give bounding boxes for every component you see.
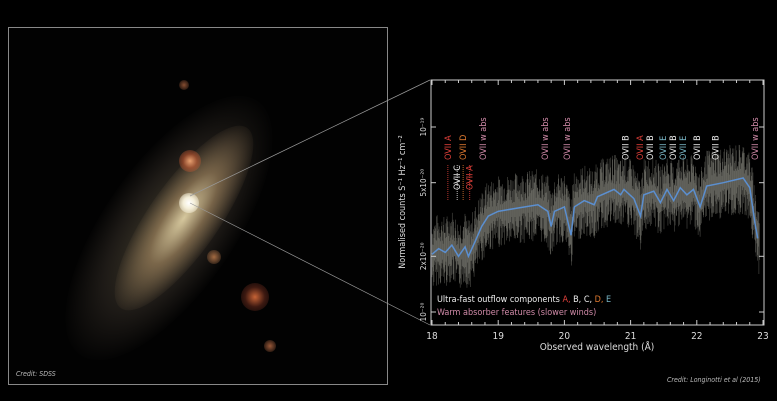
y-axis-label: Normalised counts S⁻¹ Hz⁻¹ cm⁻²: [398, 135, 408, 269]
line-annotation: OVII B: [693, 135, 703, 160]
x-axis-label: Observed wavelength (Å): [540, 340, 655, 353]
background-object: [264, 340, 276, 352]
y-tick-label: 10⁻¹⁹: [419, 118, 428, 137]
photo-credit: Credit: SDSS: [16, 370, 56, 378]
background-object: [241, 283, 269, 311]
y-tick-label: 10⁻²⁰: [419, 303, 428, 322]
y-tick-label: 2x10⁻²⁰: [419, 242, 428, 270]
line-annotation: OVII B: [669, 135, 679, 160]
legend-line1: Ultra-fast outflow components A, B, C, D…: [437, 295, 611, 305]
plot-frame: [430, 79, 765, 326]
x-tick-label: 20: [559, 331, 571, 342]
y-tick-label: 5x10⁻²⁰: [419, 169, 428, 197]
galaxy-photo: [8, 27, 388, 385]
legend-component: D,: [592, 295, 603, 305]
line-annotation: OVII w abs: [541, 117, 551, 160]
x-tick-label: 18: [426, 331, 438, 342]
background-object: [207, 250, 221, 264]
line-annotation: OVII A: [466, 165, 476, 190]
line-annotation: OVII w abs: [751, 117, 761, 160]
star-hii-region: [179, 150, 201, 172]
line-annotation: OVII E: [659, 136, 669, 160]
line-annotation: OVII B: [711, 135, 721, 160]
line-annotation: OVII w abs: [563, 117, 573, 160]
line-annotation: OVII B: [646, 135, 656, 160]
legend-line2: Warm absorber features (slower winds): [437, 308, 596, 318]
legend-component: A,: [562, 295, 570, 305]
x-tick-label: 19: [492, 331, 504, 342]
x-tick-label: 21: [625, 331, 636, 342]
line-annotation: OVII C: [453, 165, 463, 190]
line-annotation: OVII A: [444, 135, 454, 160]
line-annotation: OVII E: [679, 136, 689, 160]
galaxy-nucleus: [179, 193, 199, 213]
zoom-connector-line: [189, 79, 431, 197]
x-tick-label: 22: [691, 331, 702, 342]
x-tick-label: 23: [757, 331, 768, 342]
legend-component: E: [603, 295, 611, 305]
line-annotation: OVII A: [636, 135, 646, 160]
background-object: [179, 80, 189, 90]
line-annotation: OVII w abs: [479, 117, 489, 160]
chart-credit: Credit: Longinotti et al (2015): [667, 376, 761, 384]
spectrum-data: [431, 144, 760, 288]
legend-component: B, C,: [571, 295, 593, 305]
line-annotation: OVII B: [621, 135, 631, 160]
zoom-connector-line: [189, 202, 431, 326]
model-line: [431, 177, 759, 259]
line-annotation: OVII D: [459, 135, 469, 160]
